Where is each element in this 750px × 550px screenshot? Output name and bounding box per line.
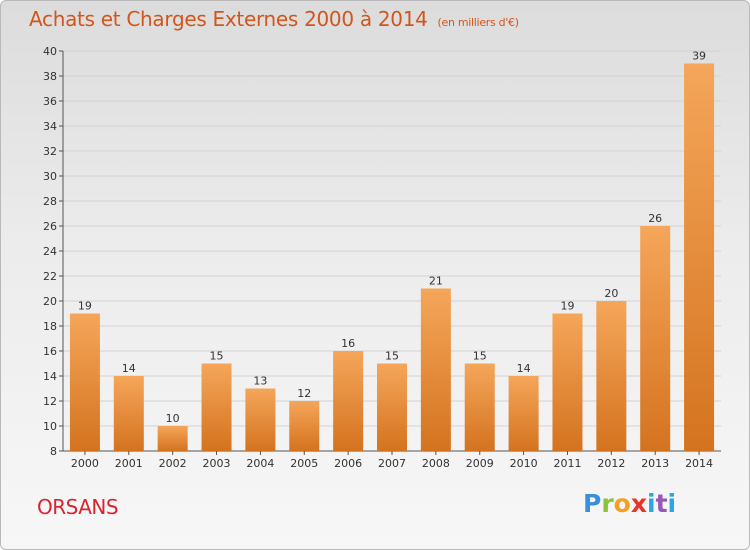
bar (113, 376, 144, 451)
logo-letter: P (583, 489, 602, 518)
y-tick-label: 34 (43, 120, 57, 133)
x-tick-label: 2010 (510, 457, 538, 470)
data-label: 14 (517, 362, 531, 375)
bar (596, 301, 627, 451)
bar (640, 226, 671, 451)
data-label: 15 (385, 350, 399, 363)
y-tick-label: 32 (43, 145, 57, 158)
y-tick-label: 12 (43, 395, 57, 408)
x-tick-label: 2005 (290, 457, 318, 470)
bar (377, 363, 407, 451)
x-tick-label: 2004 (246, 457, 274, 470)
x-tick-label: 2009 (466, 457, 494, 470)
axes: 8 10 12 14 16 18 20 22 24 26 28 30 32 34 36 38 40 (43, 45, 721, 458)
chart-title: Achats et Charges Externes 2000 à 2014 (e… (29, 7, 519, 31)
y-tick-label: 36 (43, 95, 57, 108)
bar (684, 63, 715, 451)
data-label: 20 (604, 287, 618, 300)
bars (69, 63, 715, 451)
y-tick-label: 30 (43, 170, 57, 183)
chart-subtitle: (en milliers d'€) (437, 16, 519, 29)
logo-letter: t (655, 489, 668, 518)
data-label: 26 (648, 212, 662, 225)
x-tick-label: 2011 (553, 457, 581, 470)
data-label: 16 (341, 337, 355, 350)
data-label: 13 (253, 375, 267, 388)
y-tick-label: 28 (43, 195, 57, 208)
y-tick-label: 18 (43, 320, 57, 333)
y-tick-label: 22 (43, 270, 57, 283)
bar (201, 363, 232, 451)
x-tick-label: 2000 (71, 457, 99, 470)
x-tick-label: 2003 (203, 457, 231, 470)
x-tick-label: 2008 (422, 457, 450, 470)
labels: 19 2000 14 2001 10 2002 15 2003 13 2004 12 2005 16 20… (71, 50, 713, 471)
logo-letter: x (630, 489, 647, 518)
data-label: 15 (473, 350, 487, 363)
data-label: 19 (78, 300, 92, 313)
bar (508, 376, 539, 451)
data-label: 15 (210, 350, 224, 363)
data-label: 39 (692, 50, 706, 63)
logo-letter: i (667, 489, 677, 518)
commune-name: ORSANS (37, 495, 119, 519)
x-tick-label: 2002 (159, 457, 187, 470)
data-label: 14 (122, 362, 136, 375)
title-text: Achats et Charges Externes 2000 à 2014 (29, 7, 428, 31)
x-tick-label: 2012 (597, 457, 625, 470)
bar (69, 313, 100, 451)
x-tick-label: 2014 (685, 457, 713, 470)
y-tick-label: 8 (50, 445, 57, 458)
y-tick-label: 38 (43, 70, 57, 83)
x-tick-label: 2006 (334, 457, 362, 470)
y-tick-label: 16 (43, 345, 57, 358)
y-tick-label: 24 (43, 245, 57, 258)
x-tick-label: 2001 (115, 457, 143, 470)
bar (464, 363, 495, 451)
data-label: 21 (429, 275, 443, 288)
y-tick-label: 14 (43, 370, 57, 383)
bar (552, 313, 583, 451)
bar (157, 426, 188, 451)
bar (333, 351, 364, 451)
logo-letter: o (613, 489, 631, 518)
y-tick-label: 20 (43, 295, 57, 308)
bar (420, 288, 451, 451)
logo-letter: i (647, 489, 656, 518)
y-tick-label: 40 (43, 45, 57, 58)
proxiti-logo: Proxiti (583, 489, 676, 518)
bar (289, 401, 320, 451)
logo-letter: r (601, 489, 614, 518)
data-label: 12 (297, 387, 311, 400)
data-label: 10 (166, 412, 180, 425)
data-label: 19 (560, 300, 574, 313)
y-tick-label: 10 (43, 420, 57, 433)
bar (245, 388, 276, 451)
x-tick-label: 2007 (378, 457, 406, 470)
x-tick-label: 2013 (641, 457, 669, 470)
y-tick-label: 26 (43, 220, 57, 233)
